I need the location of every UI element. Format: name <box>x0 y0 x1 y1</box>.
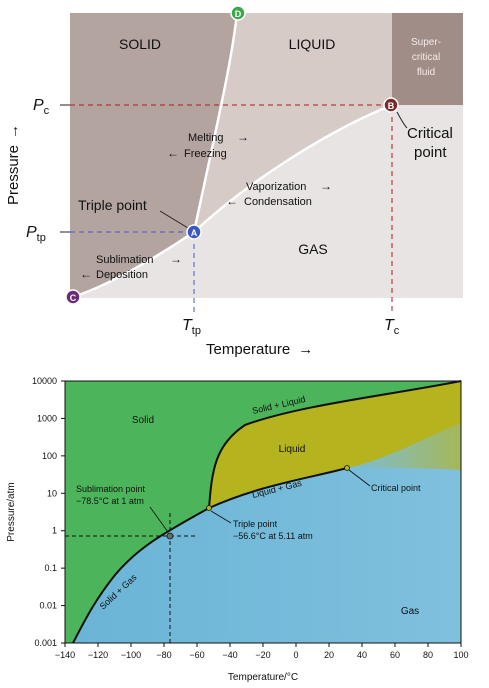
sublimation-arrow: → <box>170 252 182 266</box>
sublimation-point-marker <box>166 532 174 540</box>
solid-gas-curve <box>72 507 210 644</box>
vaporization-curve <box>193 104 391 233</box>
x-tick-label: −100 <box>121 650 141 660</box>
tc-tick-label: Tc <box>384 317 400 337</box>
melting-curve <box>192 12 239 233</box>
x-tick-label: 60 <box>390 650 400 660</box>
pressure-axis-label: Pressure/atm <box>6 482 17 541</box>
liquid-label: LIQUID <box>289 36 336 52</box>
x-tick-label: 80 <box>423 650 433 660</box>
sublimation-point-label-2: −78.5°C at 1 atm <box>76 496 144 506</box>
ptp-tick-label: Ptp <box>26 224 46 244</box>
x-tick-label: −140 <box>55 650 75 660</box>
y-tick-label: 100 <box>42 451 57 461</box>
x-tick-label: −20 <box>255 650 270 660</box>
liquid-region <box>209 381 461 508</box>
liquid-region <box>194 13 392 232</box>
y-tick-label: 1 <box>52 526 57 536</box>
sublimation-label: Sublimation <box>96 254 153 266</box>
triple-point-leader <box>159 210 189 229</box>
point-d-label: D <box>235 9 242 19</box>
vaporization-arrow: → <box>320 179 332 193</box>
bottom-phase-diagram: Solid Liquid Gas Solid + Liquid Liquid +… <box>6 376 469 683</box>
y-tick-label: 10000 <box>32 376 57 386</box>
solid-label: Solid <box>132 415 154 426</box>
critical-point-marker <box>344 465 350 471</box>
ttp-tick-label: Ttp <box>182 317 201 337</box>
point-b-label: B <box>388 101 395 111</box>
deposition-arrow: ← <box>80 267 92 281</box>
triple-point-label-2: −56.6°C at 5.11 atm <box>233 531 313 541</box>
point-a-label: A <box>191 228 198 238</box>
critical-point-label: Critical point <box>371 483 421 493</box>
solid-label: SOLID <box>119 36 161 52</box>
point-a-marker: A <box>186 224 202 240</box>
sublimation-curve <box>72 230 195 299</box>
gas-label: GAS <box>298 241 328 257</box>
y-tick-label: 1000 <box>37 413 57 423</box>
pressure-axis-label: Pressure→ <box>5 124 22 205</box>
solid-liquid-curve <box>208 380 462 509</box>
y-tick-label: 0.001 <box>34 638 57 648</box>
triple-point-marker <box>206 505 212 511</box>
pc-tick-label: Pc <box>33 97 50 117</box>
x-tick-label: 100 <box>453 650 468 660</box>
condensation-arrow: ← <box>226 194 238 208</box>
solid-region <box>65 381 461 643</box>
melting-label: Melting <box>188 132 223 144</box>
x-tick-label: 0 <box>293 650 298 660</box>
x-tick-label: −60 <box>189 650 204 660</box>
vaporization-label: Vaporization <box>246 181 306 193</box>
x-tick-label: 40 <box>357 650 367 660</box>
freezing-arrow: ← <box>167 146 179 160</box>
gas-label: Gas <box>401 606 419 617</box>
freezing-label: Freezing <box>184 148 227 160</box>
bottom-axes: −140 −120 −100 −80 −60 −40 −20 0 20 40 60 80 1001000… <box>32 376 469 660</box>
sublimation-point-label-1: Sublimation point <box>76 484 146 494</box>
temperature-axis-label: Temperature → <box>206 341 313 358</box>
critical-point-label-2: point <box>414 144 447 161</box>
sublimation-point-leader <box>149 506 169 533</box>
deposition-label: Deposition <box>96 269 148 281</box>
triple-point-leader <box>210 510 232 524</box>
point-d-marker: D <box>230 5 246 21</box>
critical-point-label-1: Critical <box>407 125 453 142</box>
supercritical-label-1: Super- <box>411 37 441 48</box>
x-tick-label: 20 <box>324 650 334 660</box>
condensation-label: Condensation <box>244 196 312 208</box>
supercritical-region <box>392 13 463 105</box>
top-phase-diagram: SOLID LIQUID Super- critical fluid GAS M… <box>5 5 463 358</box>
point-b-marker: B <box>383 97 399 113</box>
temperature-axis-label: Temperature/°C <box>228 672 298 683</box>
supercritical-fade <box>347 423 461 470</box>
x-tick-label: −120 <box>88 650 108 660</box>
critical-point-leader <box>348 469 371 487</box>
melting-arrow: → <box>237 130 249 144</box>
triple-point-label: Triple point <box>78 197 147 213</box>
critical-point-leader <box>396 111 408 129</box>
triple-point-label-1: Triple point <box>233 519 278 529</box>
y-tick-label: 10 <box>47 488 57 498</box>
supercritical-label-3: fluid <box>417 67 435 78</box>
point-c-marker: C <box>65 289 81 305</box>
supercritical-label-2: critical <box>412 52 440 63</box>
liquid-gas-curve <box>208 467 348 509</box>
liquid-label: Liquid <box>279 444 306 455</box>
point-c-label: C <box>70 293 77 303</box>
y-tick-label: 0.01 <box>39 601 57 611</box>
y-tick-label: 0.1 <box>44 563 57 573</box>
x-tick-label: −80 <box>156 650 171 660</box>
x-tick-label: −40 <box>222 650 237 660</box>
solid-region <box>70 13 237 298</box>
